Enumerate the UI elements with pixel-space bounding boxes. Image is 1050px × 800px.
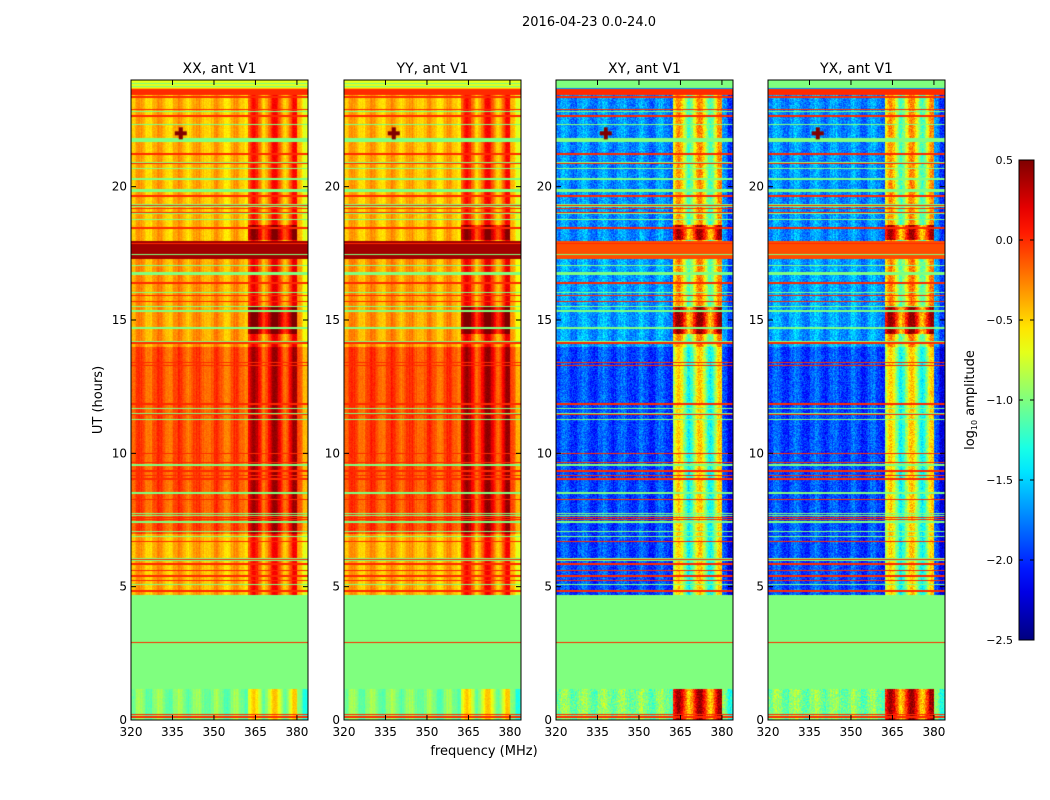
x-tick-label: 320 xyxy=(333,725,356,739)
panel-title: XY, ant V1 xyxy=(608,61,681,77)
panel-xx: XX, ant V1 320 335 350 365 380 0 5 10 15 20 xyxy=(112,61,309,739)
axes-frame xyxy=(555,79,734,721)
y-tick-label: 15 xyxy=(537,313,552,327)
x-tick-label: 335 xyxy=(161,725,184,739)
colorbar-label-subscript: 10 xyxy=(970,420,979,430)
panel-title: YY, ant V1 xyxy=(396,61,469,77)
y-tick-label: 0 xyxy=(332,713,340,727)
x-tick-label: 335 xyxy=(586,725,609,739)
colorbar: 0.5 0.0 −0.5 −1.0 −1.5 −2.0 −2.5 xyxy=(986,154,1035,647)
figure-title: 2016-04-23 0.0-24.0 xyxy=(522,15,656,30)
y-tick-label: 10 xyxy=(537,446,552,460)
axes-frame xyxy=(767,79,946,721)
heatmap-xx xyxy=(131,80,308,720)
colorbar-label: log10 amplitude xyxy=(963,350,979,450)
colorbar-label-rest: amplitude xyxy=(963,350,978,420)
colorbar-label-main: log xyxy=(963,430,978,450)
panel-yx: YX, ant V1 320 335 350 365 380 0 5 10 15 20 xyxy=(749,61,946,739)
y-tick-label: 20 xyxy=(112,180,127,194)
x-tick-label: 350 xyxy=(840,725,863,739)
x-tick-label: 380 xyxy=(498,725,521,739)
x-tick-label: 365 xyxy=(881,725,904,739)
x-tick-label: 320 xyxy=(120,725,143,739)
x-axis-label: frequency (MHz) xyxy=(430,744,537,759)
x-tick-label: 350 xyxy=(628,725,651,739)
x-tick-label: 350 xyxy=(203,725,226,739)
y-tick-label: 20 xyxy=(325,180,340,194)
x-tick-label: 335 xyxy=(374,725,397,739)
heatmap-yy xyxy=(344,80,521,720)
panel-yy: YY, ant V1 320 335 350 365 380 0 5 10 15 20 xyxy=(325,61,522,739)
heatmap-yx xyxy=(768,80,945,720)
y-tick-label: 15 xyxy=(325,313,340,327)
y-tick-label: 0 xyxy=(544,713,552,727)
x-tick-label: 350 xyxy=(416,725,439,739)
panel-title: YX, ant V1 xyxy=(819,61,893,77)
colorbar-tick-label: −1.5 xyxy=(986,474,1013,487)
colorbar-tick-label: 0.0 xyxy=(996,234,1014,247)
y-tick-label: 0 xyxy=(756,713,764,727)
y-tick-label: 20 xyxy=(537,180,552,194)
x-tick-label: 365 xyxy=(244,725,267,739)
axes-frame xyxy=(130,79,309,721)
y-tick-label: 10 xyxy=(749,446,764,460)
colorbar-tick-label: −2.0 xyxy=(986,554,1013,567)
y-tick-label: 5 xyxy=(332,580,340,594)
heatmap-xy xyxy=(556,80,733,720)
y-tick-label: 10 xyxy=(112,446,127,460)
x-tick-label: 380 xyxy=(922,725,945,739)
x-tick-label: 380 xyxy=(285,725,308,739)
x-tick-label: 365 xyxy=(669,725,692,739)
axes-frame xyxy=(343,79,522,721)
y-tick-label: 0 xyxy=(119,713,127,727)
y-axis-label: UT (hours) xyxy=(91,366,106,434)
panel-title: XX, ant V1 xyxy=(183,61,257,77)
x-tick-label: 320 xyxy=(757,725,780,739)
y-tick-label: 10 xyxy=(325,446,340,460)
panel-xy: XY, ant V1 320 335 350 365 380 0 5 10 15 20 xyxy=(537,61,734,739)
y-tick-label: 20 xyxy=(749,180,764,194)
colorbar-tick-label: −1.0 xyxy=(986,394,1013,407)
colorbar-tick-label: −2.5 xyxy=(986,634,1013,647)
y-tick-label: 5 xyxy=(756,580,764,594)
x-tick-label: 335 xyxy=(798,725,821,739)
colorbar-tick-label: −0.5 xyxy=(986,314,1013,327)
y-tick-label: 5 xyxy=(119,580,127,594)
x-tick-label: 365 xyxy=(457,725,480,739)
y-tick-label: 15 xyxy=(112,313,127,327)
x-tick-label: 380 xyxy=(710,725,733,739)
colorbar-tick-label: 0.5 xyxy=(996,154,1014,167)
x-tick-label: 320 xyxy=(545,725,568,739)
y-tick-label: 5 xyxy=(544,580,552,594)
y-tick-label: 15 xyxy=(749,313,764,327)
